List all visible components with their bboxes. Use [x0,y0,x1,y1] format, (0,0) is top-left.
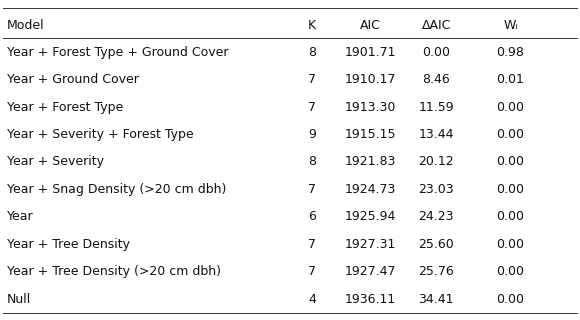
Text: 1901.71: 1901.71 [345,46,396,59]
Text: 6: 6 [308,210,316,223]
Text: 13.44: 13.44 [418,128,454,141]
Text: 23.03: 23.03 [418,183,454,196]
Text: 1924.73: 1924.73 [345,183,396,196]
Text: 7: 7 [308,100,316,114]
Text: Year: Year [7,210,34,223]
Text: 1925.94: 1925.94 [345,210,396,223]
Text: 1915.15: 1915.15 [345,128,396,141]
Text: 0.00: 0.00 [496,210,524,223]
Text: 7: 7 [308,183,316,196]
Text: 0.00: 0.00 [496,100,524,114]
Text: 20.12: 20.12 [418,156,454,168]
Text: 24.23: 24.23 [418,210,454,223]
Text: AIC: AIC [360,19,380,32]
Text: Year + Ground Cover: Year + Ground Cover [7,73,139,86]
Text: 0.00: 0.00 [496,293,524,306]
Text: 1921.83: 1921.83 [345,156,396,168]
Text: 8: 8 [308,46,316,59]
Text: 8: 8 [308,156,316,168]
Text: 4: 4 [308,293,316,306]
Text: K: K [308,19,316,32]
Text: 7: 7 [308,265,316,278]
Text: 11.59: 11.59 [418,100,454,114]
Text: 0.00: 0.00 [496,238,524,251]
Text: 0.01: 0.01 [496,73,524,86]
Text: Year + Tree Density (>20 cm dbh): Year + Tree Density (>20 cm dbh) [7,265,221,278]
Text: 7: 7 [308,238,316,251]
Text: 0.00: 0.00 [496,156,524,168]
Text: 7: 7 [308,73,316,86]
Text: 1910.17: 1910.17 [345,73,396,86]
Text: 1913.30: 1913.30 [345,100,396,114]
Text: Year + Severity: Year + Severity [7,156,104,168]
Text: 1927.47: 1927.47 [345,265,396,278]
Text: Model: Model [7,19,45,32]
Text: Year + Snag Density (>20 cm dbh): Year + Snag Density (>20 cm dbh) [7,183,226,196]
Text: 34.41: 34.41 [418,293,454,306]
Text: 25.60: 25.60 [418,238,454,251]
Text: 0.00: 0.00 [422,46,450,59]
Text: Year + Forest Type + Ground Cover: Year + Forest Type + Ground Cover [7,46,229,59]
Text: Year + Severity + Forest Type: Year + Severity + Forest Type [7,128,194,141]
Text: 0.00: 0.00 [496,128,524,141]
Text: 1936.11: 1936.11 [345,293,396,306]
Text: 1927.31: 1927.31 [345,238,396,251]
Text: 25.76: 25.76 [418,265,454,278]
Text: 0.00: 0.00 [496,183,524,196]
Text: ΔAIC: ΔAIC [422,19,451,32]
Text: 8.46: 8.46 [422,73,450,86]
Text: 9: 9 [308,128,316,141]
Text: Year + Forest Type: Year + Forest Type [7,100,123,114]
Text: Year + Tree Density: Year + Tree Density [7,238,130,251]
Text: 0.00: 0.00 [496,265,524,278]
Text: Null: Null [7,293,31,306]
Text: Wᵢ: Wᵢ [503,19,518,32]
Text: 0.98: 0.98 [496,46,524,59]
